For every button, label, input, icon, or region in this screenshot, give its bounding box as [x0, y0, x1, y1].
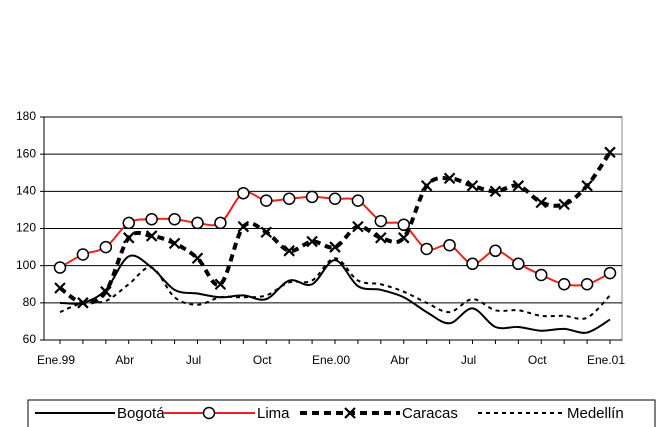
marker [351, 194, 365, 207]
marker [191, 216, 204, 230]
marker [581, 179, 593, 192]
marker [489, 244, 502, 258]
marker [260, 194, 273, 207]
marker [489, 185, 502, 198]
marker [603, 266, 617, 280]
x-tick-label: Jul [461, 353, 476, 367]
x-tick-label: Jul [186, 353, 201, 367]
marker [305, 190, 319, 204]
marker [237, 220, 250, 233]
marker [214, 216, 227, 230]
legend-label: Caracas [402, 405, 458, 422]
marker [145, 212, 158, 226]
y-tick-label: 140 [16, 184, 36, 198]
marker [535, 196, 548, 209]
marker [443, 172, 456, 185]
marker [260, 226, 273, 238]
marker [329, 241, 341, 253]
marker [53, 261, 67, 274]
marker [466, 179, 479, 192]
marker [512, 257, 525, 271]
y-tick-label: 180 [16, 109, 36, 123]
x-tick-label: Oct [528, 353, 547, 367]
marker [535, 268, 548, 282]
y-tick-label: 80 [23, 295, 37, 309]
x-tick-label: Ene.01 [587, 353, 625, 367]
marker [558, 198, 570, 211]
y-tick-label: 160 [16, 146, 36, 160]
marker [557, 278, 571, 291]
marker [306, 235, 318, 248]
marker [282, 192, 296, 206]
series-line [59, 257, 611, 320]
marker [604, 146, 616, 159]
x-tick-label: Abr [115, 353, 134, 367]
marker [397, 232, 410, 244]
marker [168, 212, 181, 226]
marker [100, 285, 112, 298]
marker [122, 216, 135, 230]
marker [122, 232, 135, 244]
marker [374, 214, 388, 228]
legend-label: Bogotá [117, 405, 165, 422]
marker [375, 232, 387, 244]
marker [420, 242, 433, 256]
legend-marker [344, 407, 356, 419]
x-tick-label: Abr [390, 353, 409, 367]
marker [76, 248, 90, 261]
marker [214, 278, 227, 291]
legend-marker [202, 406, 216, 420]
marker [283, 245, 295, 257]
marker [145, 230, 158, 242]
legend-label: Lima [257, 405, 290, 422]
marker [352, 220, 364, 233]
x-tick-label: Oct [253, 353, 272, 367]
marker [328, 192, 342, 206]
x-tick-label: Ene.00 [312, 353, 350, 367]
marker [466, 257, 479, 271]
marker [443, 238, 456, 252]
marker [397, 218, 410, 232]
y-tick-label: 100 [16, 258, 36, 272]
marker [99, 240, 113, 254]
marker [580, 278, 594, 291]
x-tick-label: Ene.99 [37, 353, 75, 367]
y-tick-label: 120 [16, 221, 36, 235]
y-tick-label: 60 [23, 332, 37, 346]
marker [54, 282, 66, 294]
marker [191, 252, 204, 265]
marker [168, 237, 181, 250]
legend-label: Medellín [567, 405, 624, 422]
marker [512, 179, 525, 192]
marker [237, 186, 250, 200]
marker [420, 179, 433, 192]
